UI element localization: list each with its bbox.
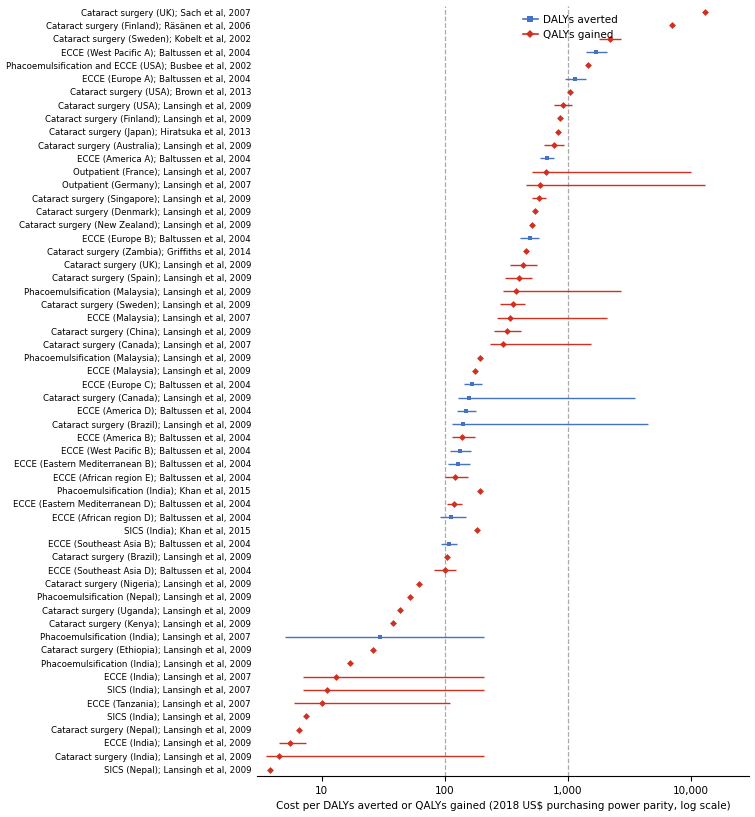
Legend: DALYs averted, QALYs gained: DALYs averted, QALYs gained (519, 11, 622, 44)
X-axis label: Cost per DALYs averted or QALYs gained (2018 US$ purchasing power parity, log sc: Cost per DALYs averted or QALYs gained (… (276, 801, 731, 811)
